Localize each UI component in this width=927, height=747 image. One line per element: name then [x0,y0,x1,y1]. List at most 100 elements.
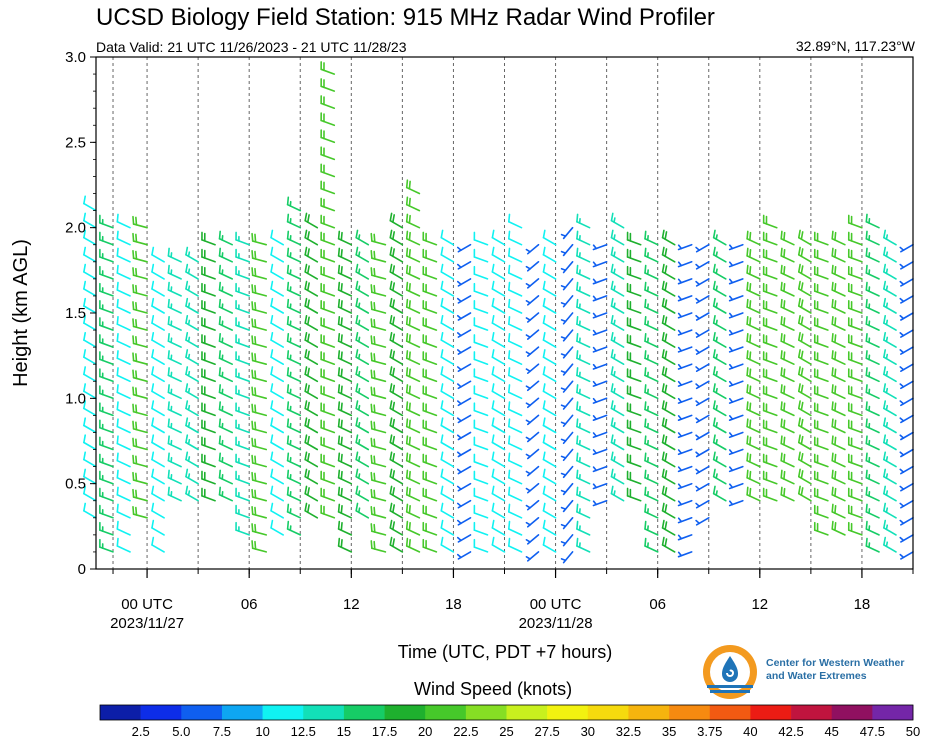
colorbar-swatch [791,705,832,720]
wind-barb [883,468,897,485]
wind-barb [304,451,319,468]
wind-barb [626,487,642,502]
wind-barb [151,280,165,297]
wind-barb [847,419,863,434]
wind-barb [712,366,727,383]
wind-barb [370,403,387,417]
wind-barb [813,265,829,280]
wind-barb [762,453,778,468]
wind-barb [235,299,250,314]
wind-barb [728,329,744,336]
wind-barb [644,401,659,417]
wind-barb [712,434,727,451]
wind-barb [560,243,574,257]
wind-barb [370,335,387,348]
wind-barb [151,314,165,331]
wind-barb [865,367,880,383]
wind-barb [389,331,404,348]
wind-barb [576,537,591,553]
wind-barb [235,282,250,297]
wind-barb [473,521,489,536]
wind-barb [440,485,455,502]
wind-barb [728,499,744,507]
wind-barb [83,349,97,366]
colorbar-label: 32.5 [616,724,641,739]
wind-barb [695,380,710,390]
wind-barb [883,417,897,434]
wind-barb [389,383,404,400]
wind-barb [883,280,897,297]
wind-barb [251,437,268,451]
wind-barb [592,431,608,439]
wind-barb [370,301,387,314]
wind-barb [389,417,404,434]
wind-barb [883,434,897,451]
wind-barb [610,434,625,451]
wind-barb [304,314,319,331]
wind-barb [762,317,778,331]
wind-barb [251,301,268,314]
y-tick-label: 0 [78,561,86,578]
wind-barb [797,366,812,383]
wind-barb [132,284,148,297]
wind-barb [320,419,336,434]
wind-barb [116,503,131,519]
wind-barb [218,452,233,468]
wind-barb [116,281,131,297]
wind-barb [542,297,557,314]
wind-barb [270,400,285,417]
wind-barb [99,436,114,451]
wind-barb [116,264,131,280]
wind-barb [218,247,233,263]
data-valid-range: Data Valid: 21 UTC 11/26/2023 - 21 UTC 1… [96,39,407,55]
wind-barb [456,346,472,355]
wind-barb [389,502,404,519]
wind-barb [576,401,591,417]
wind-barb [270,383,285,400]
wind-barb [508,332,523,348]
wind-barb [286,503,302,519]
wind-barb [626,265,642,280]
wind-barb [610,400,625,417]
wind-barb [116,350,131,366]
wind-barb [235,351,250,366]
wind-barb [865,452,880,468]
wind-barb [320,265,336,280]
wind-barb [440,349,455,366]
wind-barb [270,366,285,383]
wind-barb [610,280,625,297]
wind-barb [677,534,693,541]
wind-barb [797,417,812,434]
wind-barb [677,346,693,353]
wind-barb [644,350,659,366]
wind-barb [712,297,727,314]
wind-barb [712,349,727,366]
wind-barb [899,260,914,270]
wind-barb [831,418,846,434]
wind-barb [286,230,302,246]
wind-barb [780,401,795,417]
colorbar-label: 15 [337,724,351,739]
wind-barb [286,247,302,263]
wind-barb [508,298,523,314]
wind-barb [899,534,914,543]
wind-barb [320,146,336,161]
wind-barb [560,414,574,427]
wind-barb [151,246,165,263]
wind-barb [456,482,472,492]
wind-barb [151,485,165,502]
wind-barb [576,213,591,229]
wind-barb [626,402,642,417]
wind-barb [610,468,625,485]
wind-barb [576,452,591,468]
wind-barb [560,534,574,547]
wind-barb [626,231,642,246]
wind-barb [847,351,863,366]
wind-barb [337,435,353,451]
wind-barb [560,380,574,393]
wind-barb [677,312,693,319]
wind-barb [405,230,421,246]
wind-barb [151,502,165,519]
wind-barb [592,243,608,251]
wind-barb [355,349,370,366]
